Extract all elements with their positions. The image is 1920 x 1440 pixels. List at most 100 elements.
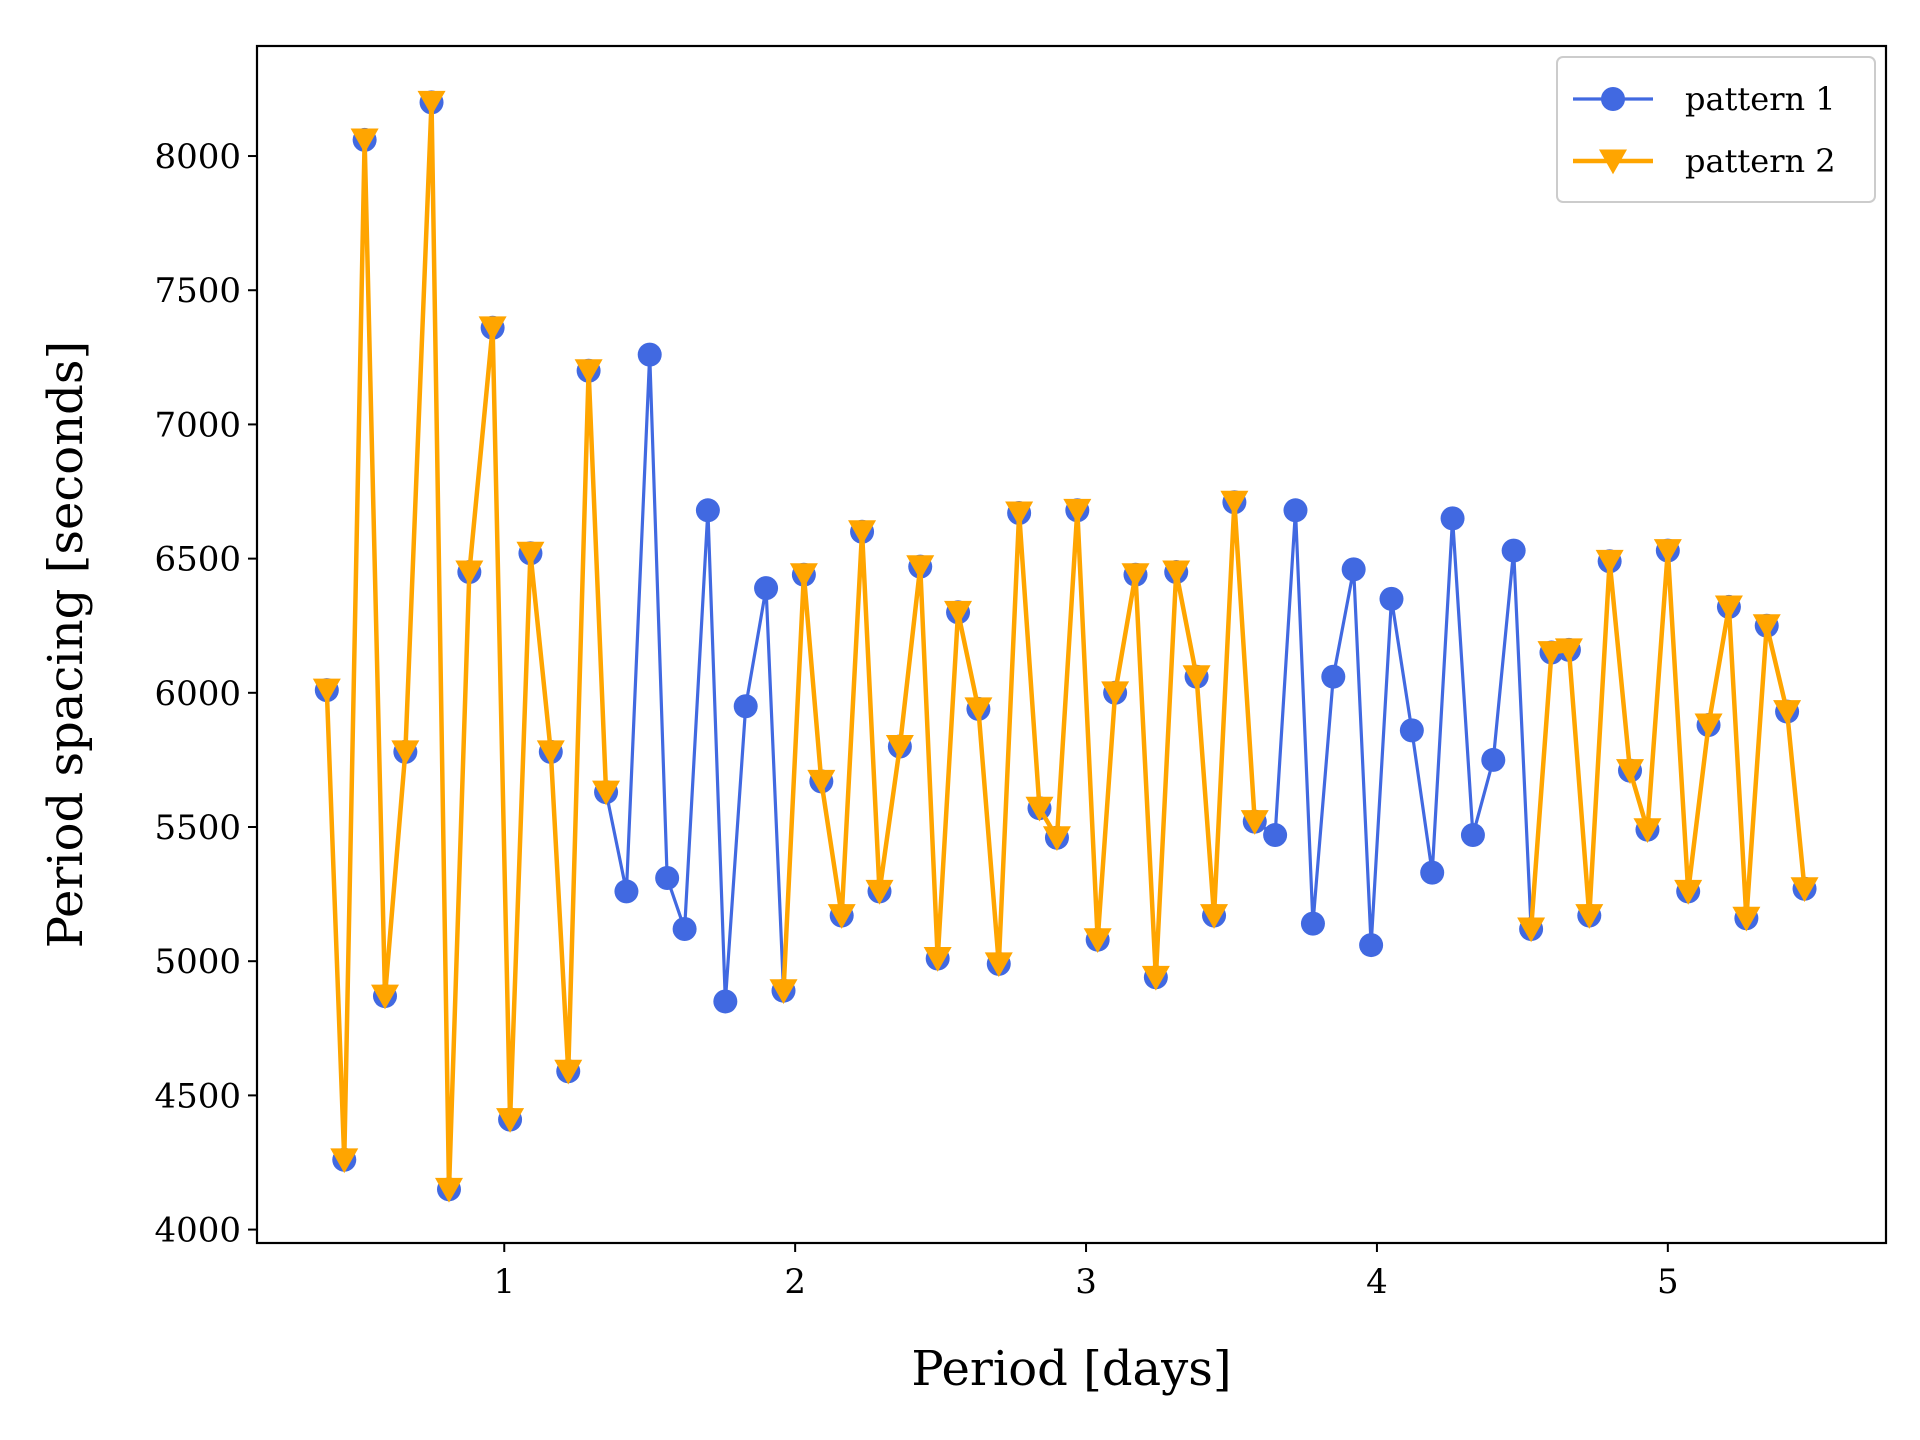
y-tick-label: 4000 [154,1211,241,1251]
data-point-triangle [1025,796,1054,822]
data-point-circle [1481,747,1506,772]
data-point-triangle [1633,818,1662,843]
data-point-triangle [574,359,603,385]
data-point-triangle [478,316,507,342]
x-tick-label: 2 [784,1262,806,1302]
data-point-circle [672,916,697,941]
data-point-circle [1341,557,1366,582]
data-point-triangle [350,128,379,154]
data-point-triangle [848,520,877,546]
data-point-triangle [536,740,565,766]
y-tick-label: 5500 [154,808,241,848]
data-point-circle [695,498,720,523]
x-axis: 1 2 3 4 5 [493,1243,1679,1302]
data-point-triangle [1595,549,1624,575]
data-point-triangle [1653,539,1682,564]
data-point-circle [637,342,662,367]
data-point-triangle [885,735,914,760]
data-point-triangle [1616,759,1645,784]
data-point-triangle [370,984,399,1010]
data-point-circle [1379,586,1404,611]
data-point-triangle [330,1148,359,1174]
data-point-triangle [1101,681,1130,707]
y-axis-title: Period spacing [seconds] [38,341,94,948]
data-point-triangle [906,555,935,580]
data-point-circle [1263,823,1288,848]
data-point-triangle [789,563,818,589]
legend-label: pattern 1 [1685,80,1836,118]
data-point-triangle [1121,563,1150,589]
data-point-triangle [1575,904,1604,929]
data-point-triangle [1200,904,1229,929]
data-point-triangle [1752,614,1781,640]
data-point-triangle [1141,965,1170,991]
x-tick-label: 4 [1366,1262,1388,1302]
data-point-triangle [1732,906,1761,932]
legend-label: pattern 2 [1685,142,1836,180]
x-tick-label: 5 [1657,1262,1679,1302]
data-point-triangle [923,947,952,972]
x-axis-title: Period [days] [911,1341,1231,1397]
y-tick-label: 7000 [154,405,241,445]
data-point-triangle [1220,490,1249,516]
series-pattern-2 [312,90,1819,1203]
legend-item: pattern 2 [1573,142,1836,180]
data-point-triangle [807,769,836,795]
data-point-circle [713,989,738,1014]
plot-frame [255,44,1888,1245]
data-point-triangle [1674,879,1703,905]
data-point-triangle [434,1177,463,1203]
data-point-triangle [1005,501,1034,527]
data-point-circle [655,865,680,890]
y-tick-label: 5000 [154,942,241,982]
data-point-triangle [516,541,545,567]
data-point-circle [1399,718,1424,743]
series-layer [312,90,1819,1203]
data-point-triangle [1182,665,1211,691]
data-point-triangle [865,879,894,905]
data-point-triangle [964,697,993,723]
data-point-triangle [1714,595,1743,621]
data-point-triangle [769,979,798,1005]
data-point-triangle [944,600,973,626]
y-tick-label: 4500 [154,1076,241,1116]
data-point-circle [1460,823,1485,848]
data-point-circle [614,879,639,904]
x-tick-label: 1 [493,1262,515,1302]
data-point-triangle [1773,700,1802,725]
data-point-triangle [1537,641,1566,666]
data-point-triangle [554,1059,583,1085]
data-point-circle [1420,860,1445,885]
data-point-triangle [417,90,446,116]
data-point-triangle [496,1108,525,1133]
data-point-circle [1501,538,1526,563]
data-point-triangle [391,740,420,766]
data-point-triangle [455,560,484,586]
data-point-circle [1440,506,1465,531]
y-tick-label: 7500 [154,271,241,311]
data-point-circle [1359,933,1384,958]
y-axis: 4000 4500 5000 5500 6000 6500 7000 7500 8000 [154,137,257,1251]
data-point-triangle [592,780,621,806]
data-point-triangle [1162,560,1191,586]
data-point-triangle [1042,826,1071,852]
data-point-triangle [1599,149,1627,175]
data-point-triangle [1790,877,1819,903]
x-tick-label: 3 [1075,1262,1097,1302]
data-point-circle [754,576,779,601]
legend-items: pattern 1 pattern 2 [1573,80,1836,180]
legend: pattern 1 pattern 2 [1556,56,1876,203]
data-point-triangle [1554,638,1583,664]
y-tick-label: 6000 [154,674,241,714]
data-point-triangle [1517,917,1546,943]
data-point-circle [1283,498,1308,523]
y-tick-label: 8000 [154,137,241,177]
legend-item: pattern 1 [1573,80,1836,118]
data-point-circle [1601,87,1625,111]
data-point-triangle [1063,498,1092,524]
data-point-triangle [1083,928,1112,954]
data-point-triangle [1240,810,1269,835]
data-point-triangle [827,904,856,929]
